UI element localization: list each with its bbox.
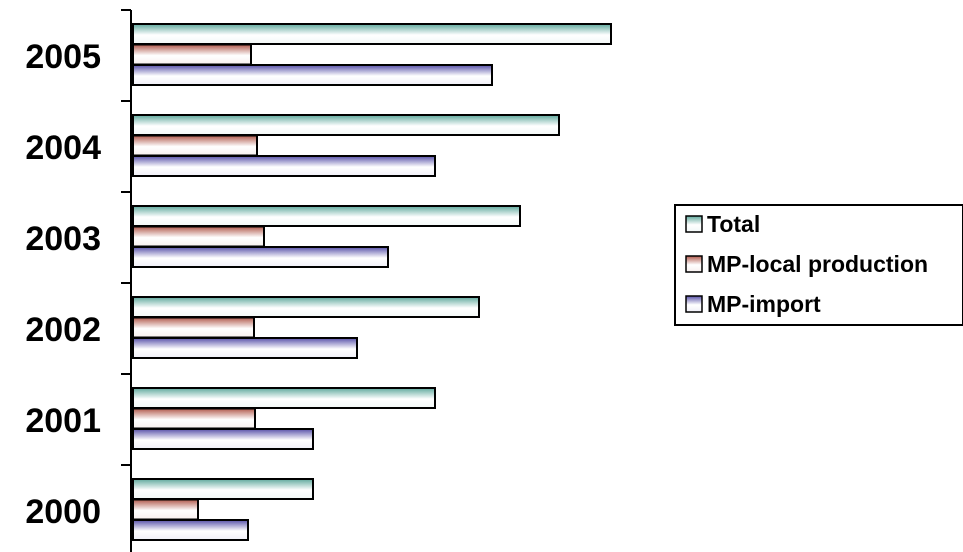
bar-total-2003 bbox=[132, 205, 521, 227]
bar-mp-import-2001 bbox=[132, 428, 314, 450]
bar-total-2002 bbox=[132, 296, 480, 318]
category-labels: 2000 2001 2002 2003 2004 2005 bbox=[25, 38, 101, 531]
bar-mp-import-2002 bbox=[132, 337, 358, 359]
bar-mp-local-production-2005 bbox=[132, 43, 252, 66]
category-label-2004: 2004 bbox=[25, 129, 101, 167]
bar-mp-local-production-2001 bbox=[132, 407, 256, 430]
bars-group bbox=[132, 23, 612, 541]
bar-total-2005 bbox=[132, 23, 612, 45]
legend-items: Total MP-local production MP-import bbox=[685, 211, 928, 317]
legend-label-mp-local-production: MP-local production bbox=[707, 251, 928, 277]
legend-label-total: Total bbox=[707, 211, 760, 237]
bar-mp-import-2000 bbox=[132, 519, 249, 541]
bar-total-2001 bbox=[132, 387, 436, 409]
y-axis bbox=[121, 9, 132, 552]
legend-box bbox=[674, 204, 963, 326]
y-axis-ticks bbox=[121, 9, 131, 466]
category-label-2002: 2002 bbox=[25, 311, 101, 349]
category-label-2000: 2000 bbox=[25, 493, 101, 531]
legend: Total MP-local production MP-import bbox=[674, 204, 963, 326]
bar-total-2004 bbox=[132, 114, 560, 136]
legend-swatch-total bbox=[685, 215, 703, 233]
category-label-2003: 2003 bbox=[25, 220, 101, 258]
bar-mp-import-2004 bbox=[132, 155, 436, 177]
bar-total-2000 bbox=[132, 478, 314, 500]
bar-mp-import-2003 bbox=[132, 246, 389, 268]
category-label-2001: 2001 bbox=[25, 402, 101, 440]
category-label-2005: 2005 bbox=[25, 38, 101, 76]
legend-swatch-mp-local-production bbox=[685, 255, 703, 273]
legend-label-mp-import: MP-import bbox=[707, 291, 821, 317]
legend-swatch-mp-import bbox=[685, 295, 703, 313]
bar-mp-local-production-2000 bbox=[132, 498, 199, 521]
bar-mp-import-2005 bbox=[132, 64, 493, 86]
bar-mp-local-production-2003 bbox=[132, 225, 265, 248]
bar-mp-local-production-2004 bbox=[132, 134, 258, 157]
bar-mp-local-production-2002 bbox=[132, 316, 255, 339]
